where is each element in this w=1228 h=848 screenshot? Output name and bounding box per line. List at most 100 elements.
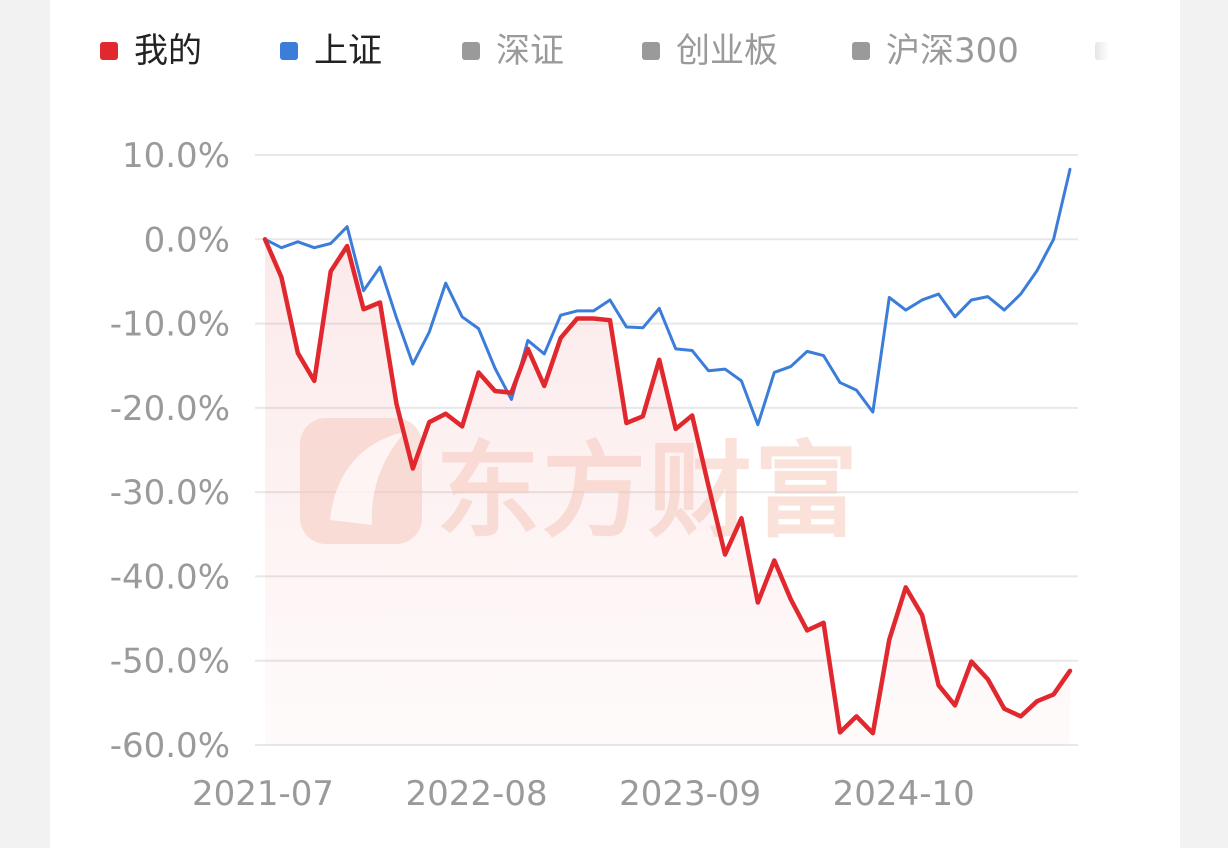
x-tick-label: 2021-07 — [192, 774, 334, 814]
y-tick-label: -20.0% — [110, 389, 230, 429]
data-point — [329, 269, 333, 273]
data-point — [1052, 238, 1055, 241]
data-point — [674, 347, 677, 350]
legend-label: 上证 — [314, 31, 382, 71]
data-point — [789, 597, 793, 601]
data-point — [822, 621, 826, 625]
legend-item-4[interactable]: 沪深300 — [852, 26, 1019, 76]
data-point — [395, 316, 398, 319]
data-point — [707, 369, 710, 372]
data-point — [460, 424, 464, 428]
legend-item-0[interactable]: 我的 — [100, 26, 202, 76]
area-fill-layer — [265, 239, 1070, 746]
data-point — [1019, 714, 1023, 718]
y-tick-label: -60.0% — [110, 726, 230, 766]
data-point — [279, 275, 283, 279]
data-point — [904, 309, 907, 312]
x-tick-label: 2024-10 — [833, 774, 975, 814]
series-shanghai — [263, 167, 1072, 427]
data-point — [312, 379, 316, 383]
y-tick-label: 0.0% — [144, 220, 230, 260]
data-point — [822, 354, 825, 357]
data-point — [739, 516, 743, 520]
data-point — [641, 414, 645, 418]
data-point — [1069, 168, 1071, 171]
legend-item-1[interactable]: 上证 — [280, 26, 382, 76]
data-point — [920, 613, 924, 617]
data-point — [592, 309, 595, 312]
data-point — [690, 413, 694, 417]
data-point — [986, 677, 990, 681]
data-point — [542, 384, 546, 388]
watermark: 东方财富 — [300, 418, 860, 552]
data-point — [510, 398, 513, 401]
legend-item-2[interactable]: 深证 — [462, 26, 564, 76]
data-point — [494, 367, 496, 370]
data-point — [921, 298, 924, 301]
data-point — [707, 484, 711, 488]
y-tick-label: -40.0% — [110, 557, 230, 597]
data-point — [953, 703, 957, 707]
legend-swatch-icon — [852, 42, 870, 60]
data-point — [576, 309, 579, 312]
data-point — [854, 714, 858, 718]
data-point — [493, 389, 497, 393]
legend-swatch-icon — [642, 42, 660, 60]
y-tick-label: -50.0% — [110, 642, 230, 682]
data-point — [724, 368, 726, 371]
data-point — [411, 363, 414, 366]
data-point — [805, 628, 809, 632]
data-point — [543, 352, 546, 355]
legend-item-3[interactable]: 创业板 — [642, 26, 778, 76]
data-point — [329, 242, 332, 245]
data-point — [1019, 293, 1022, 296]
data-point — [526, 339, 529, 342]
data-point — [838, 730, 842, 734]
data-point — [789, 365, 792, 368]
data-point — [362, 307, 366, 311]
legend-swatch-icon — [280, 42, 298, 60]
data-point — [839, 381, 841, 384]
data-point — [855, 389, 858, 392]
data-point — [887, 638, 891, 642]
data-point — [1002, 707, 1006, 711]
data-point — [969, 660, 973, 664]
data-point — [756, 423, 759, 426]
data-point — [904, 585, 908, 589]
y-tick-label: 10.0% — [122, 136, 230, 176]
data-point — [1052, 692, 1056, 696]
legend-swatch-icon — [462, 42, 480, 60]
data-point — [871, 731, 875, 735]
data-point — [624, 421, 628, 425]
data-point — [674, 427, 678, 431]
data-point — [937, 293, 940, 296]
data-point — [509, 391, 513, 395]
x-axis-tick-labels: 2021-07 2022-08 2023-09 2024-10 — [192, 774, 975, 814]
data-point — [477, 327, 480, 330]
series-line — [263, 167, 1072, 427]
data-point — [641, 326, 644, 329]
legend-label: 创业板 — [676, 31, 778, 71]
legend-label: 沪深300 — [886, 31, 1019, 71]
x-tick-label: 2023-09 — [619, 774, 761, 814]
data-point — [888, 296, 891, 299]
data-point — [609, 298, 611, 301]
data-point — [1036, 269, 1039, 272]
data-point — [608, 318, 612, 322]
data-point — [411, 467, 415, 471]
watermark-text: 东方财富 — [436, 430, 860, 552]
data-point — [691, 349, 694, 352]
y-axis-tick-labels: 10.0% 0.0% -10.0% -20.0% -30.0% -40.0% -50.0% -… — [110, 136, 230, 766]
data-point — [296, 240, 299, 243]
data-point — [658, 307, 661, 310]
data-point — [296, 351, 300, 355]
data-point — [477, 370, 481, 374]
series-line — [262, 237, 1073, 736]
data-point — [461, 315, 464, 318]
data-point — [313, 246, 316, 249]
legend-overflow-fade — [1094, 42, 1109, 60]
data-point — [379, 266, 381, 269]
data-point — [526, 347, 530, 351]
data-point — [345, 244, 349, 248]
data-point — [280, 246, 283, 249]
